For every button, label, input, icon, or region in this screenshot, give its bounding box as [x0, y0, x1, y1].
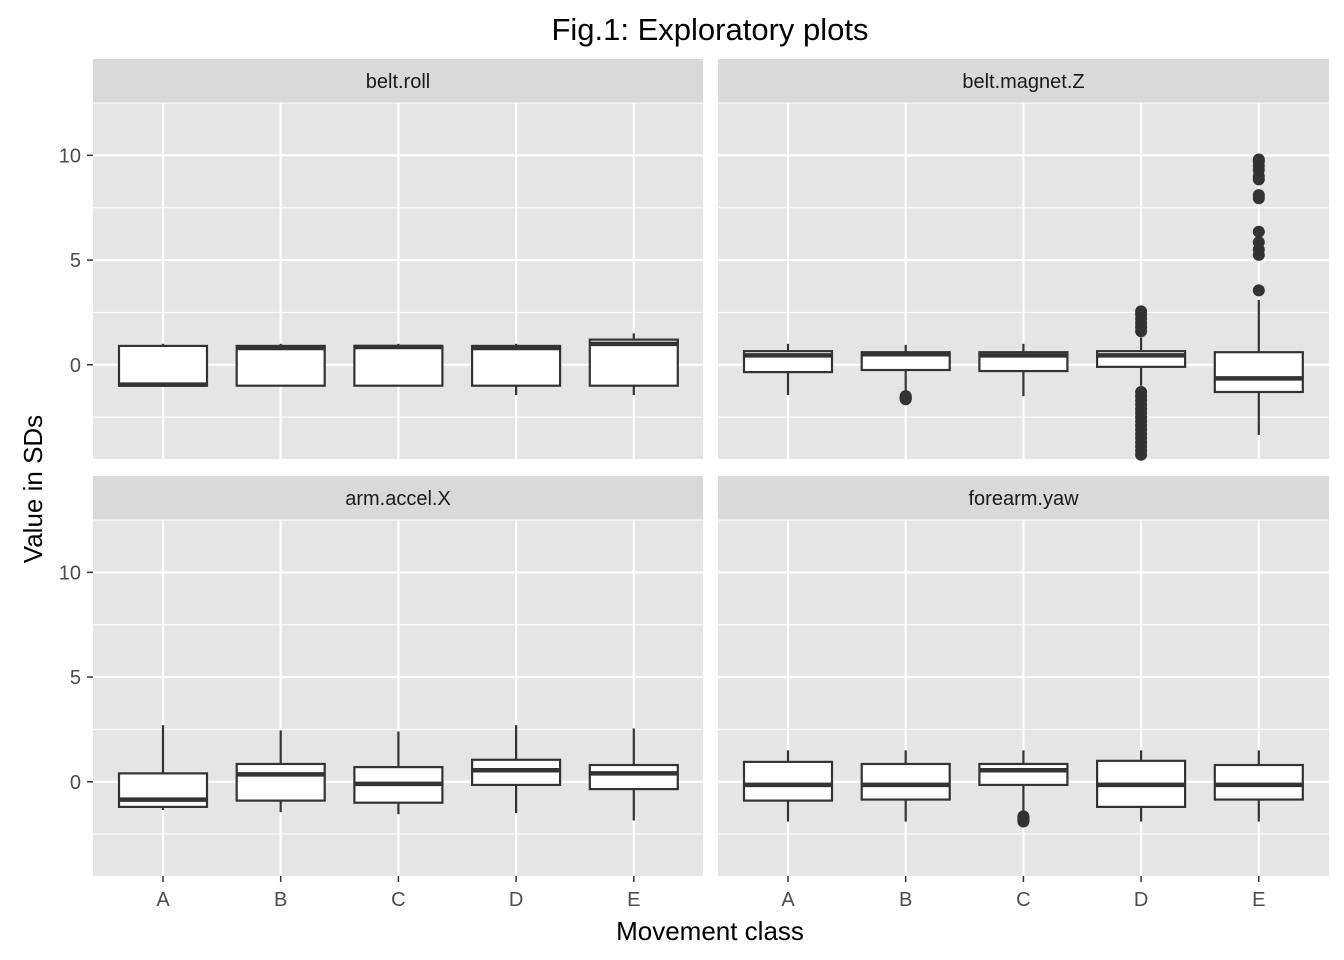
facet-strip-label: belt.roll [366, 71, 430, 93]
box-iqr [742, 760, 834, 802]
box-iqr [860, 762, 951, 801]
outlier-point [1252, 236, 1265, 249]
box-iqr [978, 762, 1069, 787]
facet-strip [718, 59, 1329, 103]
x-tick-label: B [274, 889, 287, 911]
box-iqr [588, 338, 679, 387]
facet-strip [93, 476, 703, 520]
facet-strip-label: arm.accel.X [345, 488, 451, 510]
outlier-point [1252, 284, 1265, 297]
facet-belt-magnet-z: belt.magnet.Z [718, 59, 1329, 461]
box-belt-roll-e [588, 333, 679, 396]
box-arm-accel-x-c [353, 731, 444, 815]
box-forearm-yaw-a [742, 750, 834, 822]
outlier-point [1252, 153, 1265, 166]
y-tick-label: 10 [59, 145, 81, 167]
box-iqr [117, 772, 209, 808]
box-belt-magnet-z-d [1095, 305, 1187, 461]
facet-strip-label: belt.magnet.Z [962, 71, 1084, 93]
outlier-point [899, 393, 912, 406]
facet-forearm-yaw: forearm.yaw A B C D E [718, 476, 1329, 911]
y-tick-label: 10 [59, 562, 81, 584]
x-tick-label: A [156, 889, 170, 911]
outlier-point [1252, 225, 1265, 238]
x-tick-label: A [781, 889, 795, 911]
x-tick-label: D [1134, 889, 1148, 911]
box-forearm-yaw-c [978, 750, 1069, 828]
x-axis-title: Movement class [616, 916, 804, 946]
outlier-point [1135, 305, 1148, 318]
box-iqr [235, 762, 326, 802]
box-iqr [353, 344, 444, 387]
x-tick-label: D [509, 889, 523, 911]
facet-belt-roll: belt.roll 0 5 10 [59, 59, 703, 459]
box-forearm-yaw-e [1213, 750, 1304, 822]
box-iqr [471, 344, 562, 387]
facet-strip-label: forearm.yaw [968, 488, 1079, 510]
facet-strip [718, 476, 1329, 520]
box-forearm-yaw-b [860, 750, 951, 822]
facet-arm-accel-x: arm.accel.X 0 5 10 A B C D E [59, 476, 703, 911]
box-belt-magnet-z-b [860, 344, 951, 406]
x-tick-label: C [391, 889, 405, 911]
box-iqr [235, 344, 326, 387]
facet-strip [93, 59, 703, 103]
box-belt-roll-b [235, 343, 326, 387]
x-tick-label: E [1252, 889, 1265, 911]
x-tick-label: C [1016, 889, 1030, 911]
outlier-point [1017, 815, 1030, 828]
chart-title: Fig.1: Exploratory plots [551, 12, 868, 47]
box-arm-accel-x-a [117, 725, 209, 811]
box-belt-roll-c [353, 343, 444, 387]
outlier-point [1252, 189, 1265, 202]
facet-panels: belt.roll 0 5 10 belt.magnet.Z arm.accel.X 0 5 1… [59, 59, 1329, 911]
y-tick-label: 0 [70, 355, 81, 377]
x-tick-label: B [899, 889, 912, 911]
x-tick-label: E [627, 889, 640, 911]
box-belt-magnet-z-a [742, 343, 834, 396]
box-iqr [1213, 351, 1304, 394]
box-forearm-yaw-d [1095, 750, 1187, 822]
outlier-point [1135, 448, 1148, 461]
box-iqr [588, 763, 679, 791]
box-arm-accel-x-d [471, 725, 562, 814]
y-axis-title: Value in SDs [18, 415, 48, 563]
box-belt-roll-a [117, 343, 209, 387]
box-iqr [1213, 763, 1304, 801]
y-tick-label: 5 [70, 667, 81, 689]
y-tick-label: 5 [70, 250, 81, 272]
box-belt-magnet-z-e [1213, 153, 1304, 435]
box-arm-accel-x-e [588, 728, 679, 821]
y-tick-label: 0 [70, 772, 81, 794]
box-iqr [117, 344, 209, 387]
box-belt-magnet-z-c [978, 343, 1069, 397]
box-belt-roll-d [471, 343, 562, 396]
box-arm-accel-x-b [235, 730, 326, 813]
